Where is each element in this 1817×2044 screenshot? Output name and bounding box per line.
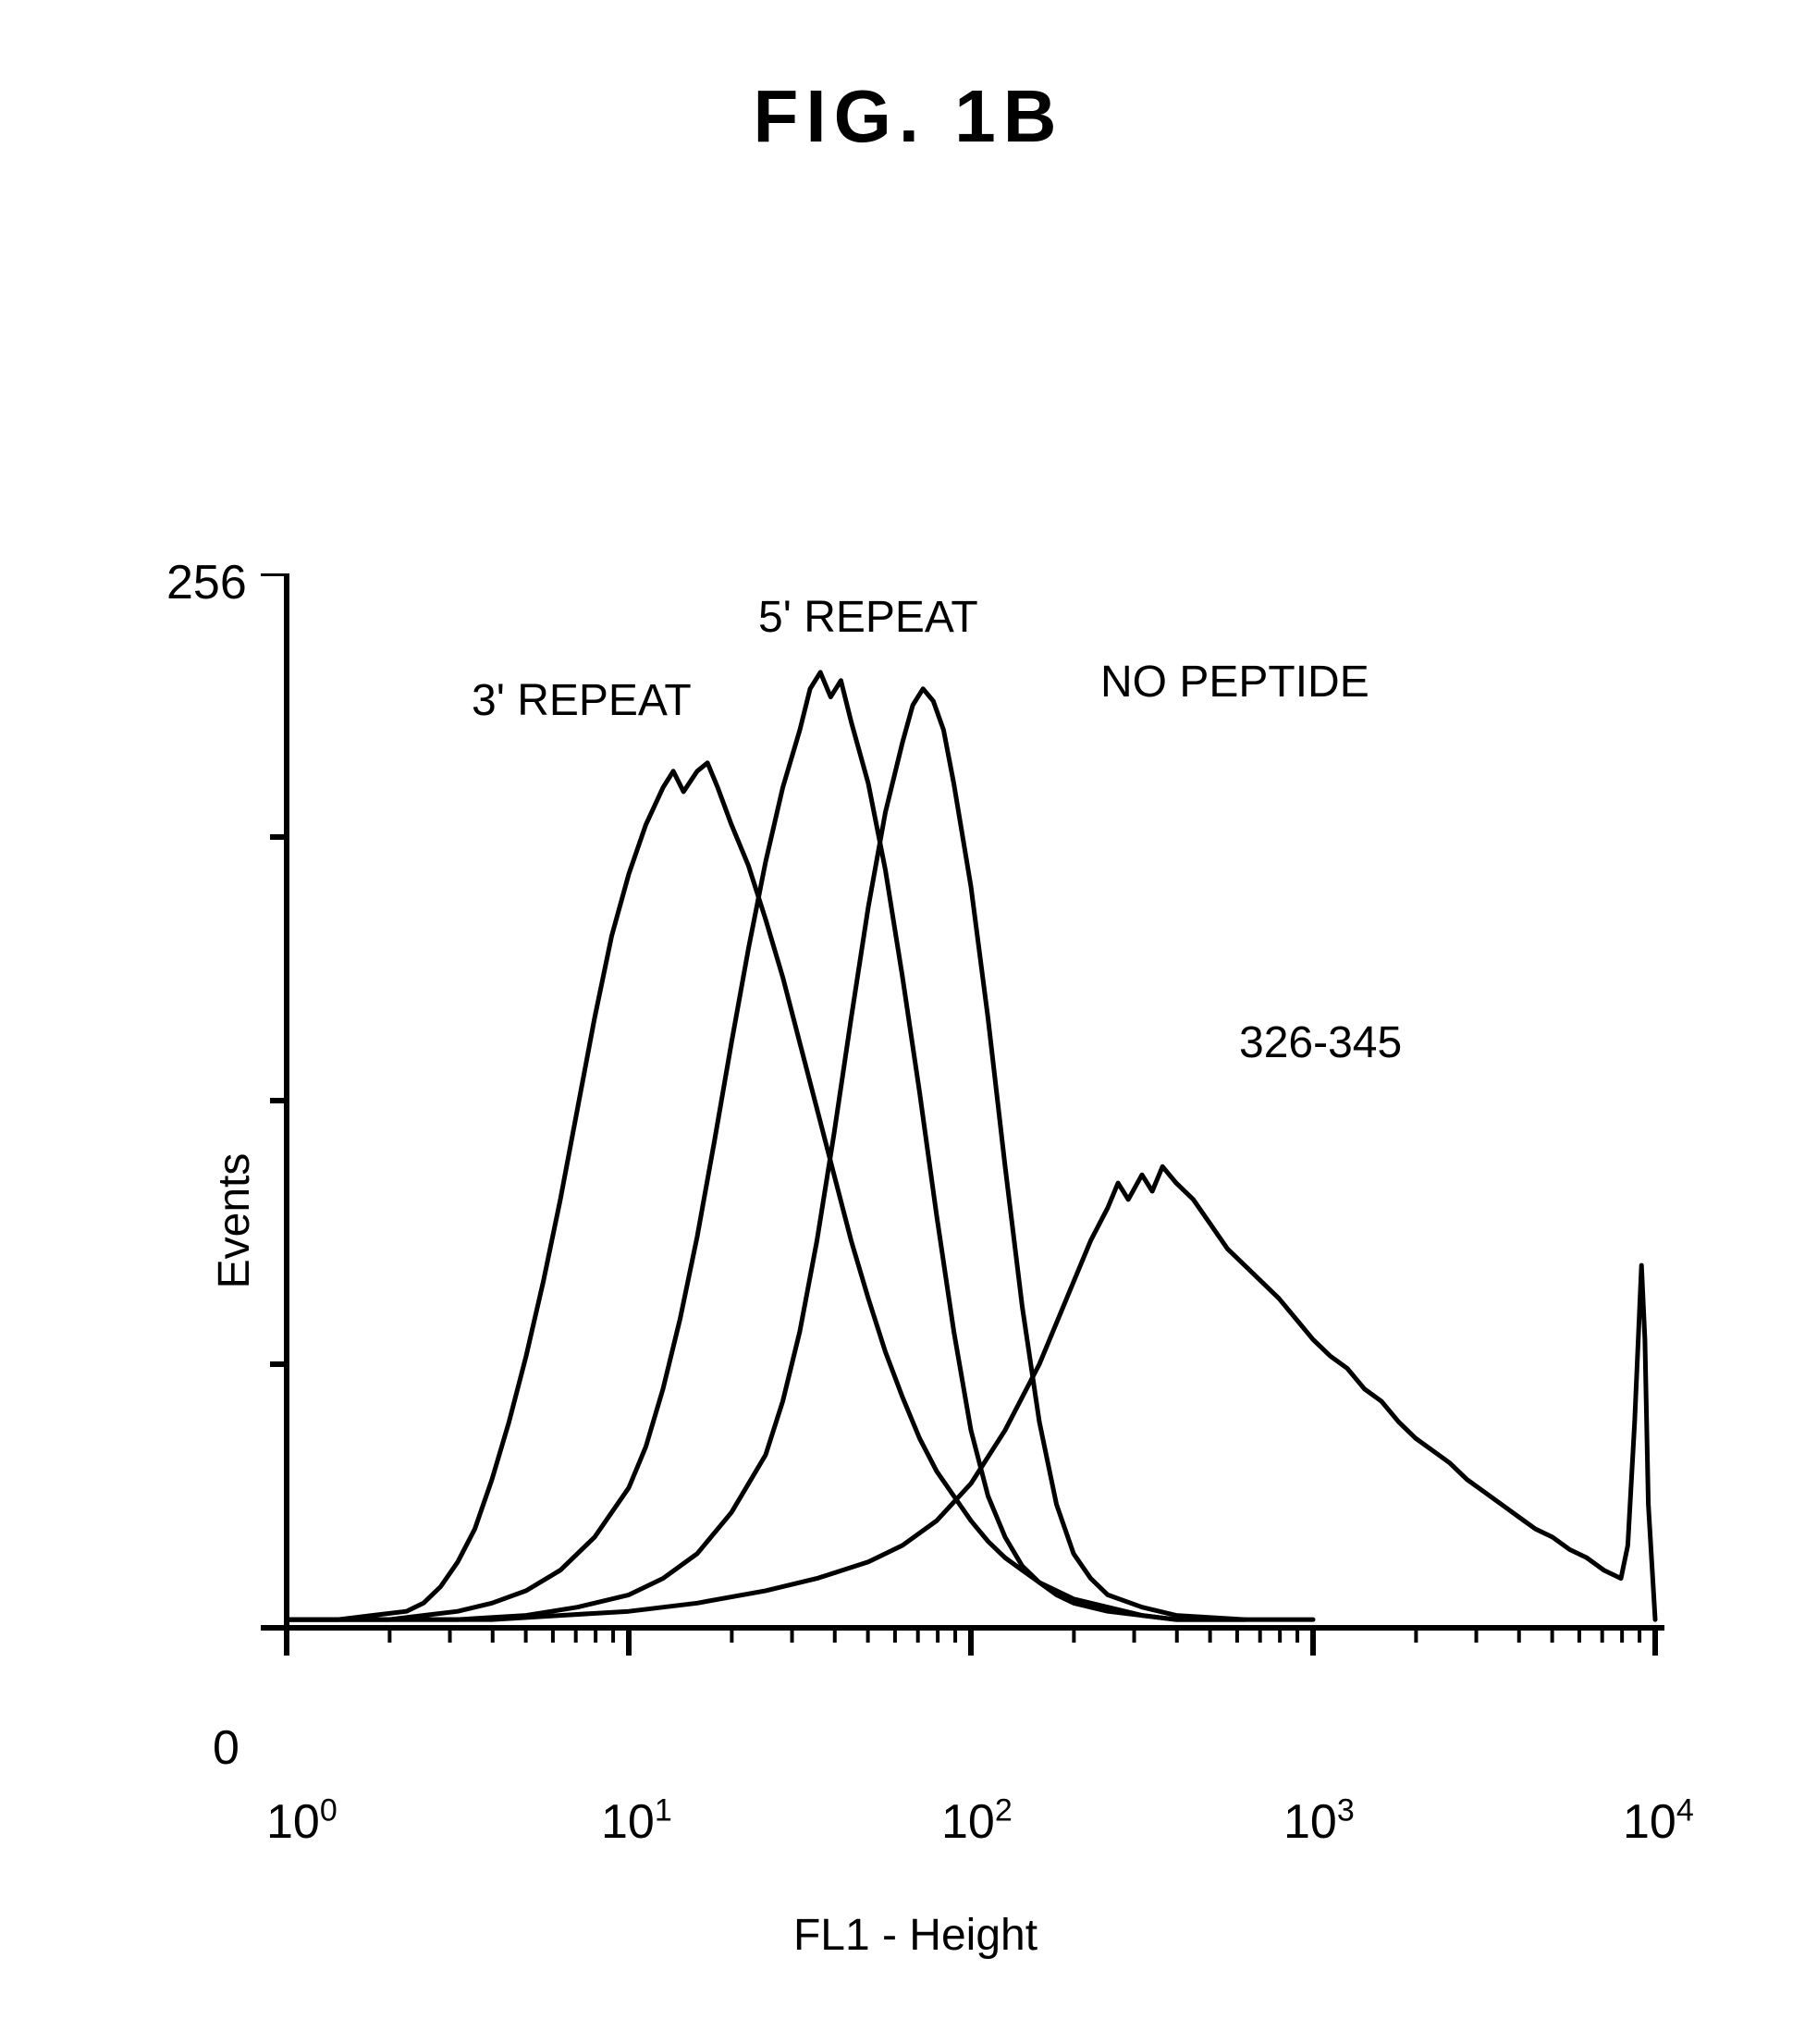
x-tick-3: 103	[1283, 1793, 1355, 1850]
label-3prime-repeat: 3' REPEAT	[472, 675, 692, 726]
label-no-peptide: NO PEPTIDE	[1100, 657, 1369, 708]
x-tick-0: 100	[266, 1793, 338, 1850]
label-5prime-repeat: 5' REPEAT	[758, 592, 978, 643]
x-tick-4: 104	[1623, 1793, 1694, 1850]
figure-title: FIG. 1B	[753, 74, 1063, 159]
x-tick-1: 101	[601, 1793, 672, 1850]
label-326-345: 326-345	[1239, 1017, 1402, 1068]
y-tick-max: 256	[166, 555, 247, 610]
chart-svg	[129, 573, 1701, 1776]
x-tick-2: 102	[941, 1793, 1013, 1850]
y-tick-min: 0	[213, 1720, 239, 1776]
y-axis-label: Events	[209, 1153, 260, 1289]
x-axis-label: FL1 - Height	[793, 1910, 1037, 1961]
chart-container: 256 0 Events 100 101 102 103 104 FL1 - H…	[129, 573, 1701, 1868]
